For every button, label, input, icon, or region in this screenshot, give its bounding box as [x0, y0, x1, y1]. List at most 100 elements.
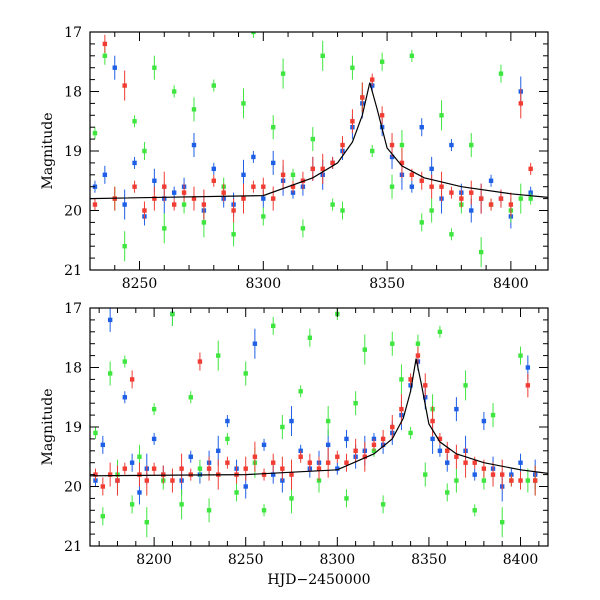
data-point: [206, 466, 212, 471]
data-point: [353, 401, 358, 406]
data-point: [151, 406, 157, 412]
data-point: [498, 196, 504, 201]
data-point: [225, 418, 230, 424]
data-point: [181, 202, 187, 207]
data-point: [350, 65, 355, 70]
plot-area: [90, 32, 548, 268]
data-point: [389, 184, 395, 189]
data-point: [380, 436, 386, 442]
data-point: [261, 472, 267, 477]
data-point: [142, 148, 147, 154]
data-point: [151, 466, 157, 471]
plot-area: [90, 308, 548, 538]
y-tick-label: 21: [64, 263, 82, 279]
data-point: [129, 377, 135, 382]
data-point: [243, 466, 248, 471]
data-point: [335, 466, 340, 471]
data-point: [142, 208, 147, 213]
data-point: [344, 460, 349, 465]
data-point: [330, 202, 335, 207]
data-point: [528, 166, 533, 172]
data-point: [211, 166, 216, 172]
data-point: [289, 496, 294, 501]
data-point: [252, 341, 258, 346]
y-tick-label: 18: [64, 361, 82, 377]
data-point: [362, 454, 367, 459]
data-point: [380, 502, 386, 507]
data-point: [459, 196, 464, 201]
data-point: [518, 196, 523, 201]
series-3: [93, 346, 538, 496]
data-point: [181, 190, 187, 195]
data-point: [454, 478, 459, 483]
data-point: [92, 202, 98, 207]
data-point: [188, 454, 193, 459]
data-point: [298, 454, 303, 459]
data-point: [298, 389, 303, 394]
data-point: [390, 424, 395, 430]
data-point: [353, 448, 358, 453]
data-point: [445, 448, 450, 453]
series-1: [93, 308, 538, 505]
data-point: [439, 113, 444, 118]
data-point: [437, 436, 443, 442]
data-point: [271, 196, 276, 201]
data-point: [430, 418, 435, 424]
data-point: [449, 232, 454, 237]
data-point: [525, 365, 531, 370]
data-point: [518, 460, 523, 465]
data-point: [191, 107, 197, 112]
data-point: [439, 184, 444, 189]
data-point: [290, 184, 296, 189]
data-point: [481, 418, 487, 424]
data-point: [93, 430, 98, 436]
data-point: [430, 436, 435, 442]
data-point: [137, 490, 142, 495]
data-point: [340, 142, 345, 148]
data-point: [122, 359, 128, 364]
data-point: [280, 71, 286, 76]
data-point: [399, 160, 405, 166]
data-point: [216, 448, 221, 453]
data-point: [463, 383, 468, 388]
data-point: [162, 226, 167, 231]
series-3: [92, 34, 533, 223]
data-point: [102, 41, 108, 47]
data-point: [330, 160, 335, 166]
data-point: [437, 329, 443, 334]
data-point: [122, 395, 128, 400]
data-point: [197, 359, 203, 364]
data-point: [469, 142, 474, 148]
data-point: [201, 202, 207, 207]
data-point: [171, 202, 177, 207]
data-point: [307, 335, 313, 340]
data-point: [93, 472, 98, 477]
data-point: [261, 214, 266, 219]
data-point: [132, 184, 137, 189]
data-point: [179, 502, 184, 507]
y-tick-label: 19: [64, 420, 82, 436]
data-point: [370, 148, 375, 154]
data-point: [370, 77, 375, 82]
data-point: [137, 472, 142, 477]
data-point: [469, 208, 474, 213]
data-point: [525, 383, 531, 388]
data-point: [271, 472, 276, 477]
data-point: [463, 460, 468, 465]
data-point: [408, 430, 413, 436]
data-point: [379, 59, 385, 64]
data-point: [243, 371, 248, 376]
data-point: [152, 196, 157, 201]
model-curve: [90, 358, 548, 477]
y-tick-label: 17: [64, 25, 82, 41]
data-point: [122, 466, 128, 471]
data-point: [289, 418, 294, 424]
data-point: [518, 478, 523, 483]
data-point: [191, 142, 197, 148]
data-point: [280, 466, 285, 471]
data-point: [419, 220, 424, 225]
data-point: [225, 460, 230, 465]
data-point: [252, 454, 258, 459]
data-point: [399, 406, 404, 412]
data-point: [115, 478, 120, 483]
